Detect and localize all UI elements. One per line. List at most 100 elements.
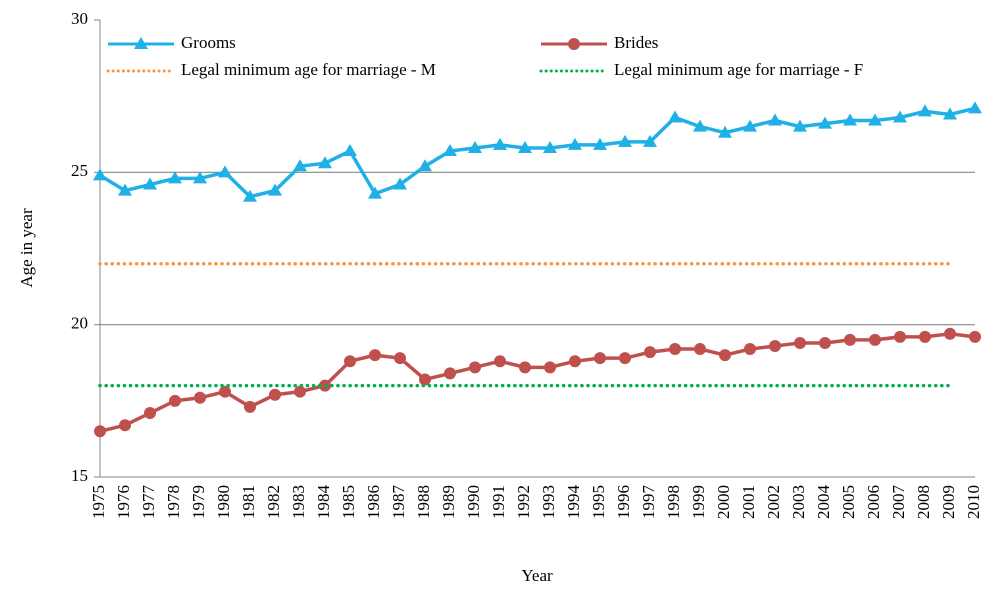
x-tick-label: 1983 [289, 485, 308, 519]
series-line [99, 106, 976, 199]
x-tick-label: 1993 [539, 485, 558, 519]
marker [268, 183, 282, 196]
marker [693, 119, 707, 132]
marker [843, 113, 857, 126]
marker [819, 336, 831, 349]
marker [744, 343, 756, 356]
marker [644, 346, 656, 359]
x-tick-label: 1989 [439, 485, 458, 519]
marker [269, 388, 281, 401]
marker [544, 361, 556, 374]
x-tick-label: 1985 [339, 485, 358, 519]
marker [869, 333, 881, 346]
legend-label: Grooms [181, 33, 236, 52]
marker [119, 419, 131, 432]
marker [244, 400, 256, 413]
marker [919, 330, 931, 343]
x-tick-label: 1991 [489, 485, 508, 519]
marker [694, 343, 706, 356]
marker [144, 407, 156, 420]
x-tick-label: 2006 [864, 485, 883, 519]
marker [668, 110, 682, 123]
marker [418, 159, 432, 172]
marker [569, 355, 581, 368]
marker [518, 140, 532, 153]
marker [743, 119, 757, 132]
y-tick-label: 15 [71, 466, 88, 485]
marker [493, 137, 507, 150]
x-tick-label: 1995 [589, 485, 608, 519]
y-tick-label: 25 [71, 161, 88, 180]
marker [594, 352, 606, 365]
marker [794, 336, 806, 349]
marker [868, 113, 882, 126]
x-tick-label: 1980 [214, 485, 233, 519]
marker [893, 110, 907, 123]
marker [219, 385, 231, 398]
marker [368, 186, 382, 199]
x-tick-label: 1999 [689, 485, 708, 519]
marker [243, 189, 257, 202]
marker [169, 394, 181, 407]
marker [468, 140, 482, 153]
x-tick-label: 1981 [239, 485, 258, 519]
marker [443, 144, 457, 157]
x-tick-label: 2000 [714, 485, 733, 519]
marker [918, 104, 932, 117]
marker [719, 349, 731, 362]
x-tick-label: 1996 [614, 485, 633, 519]
marker [593, 137, 607, 150]
x-tick-label: 1994 [564, 485, 583, 520]
marker [393, 177, 407, 190]
marker [968, 101, 982, 114]
x-axis-title: Year [521, 566, 553, 585]
marker [168, 171, 182, 184]
x-tick-label: 2007 [889, 485, 908, 520]
legend-label: Legal minimum age for marriage - F [614, 60, 863, 79]
marker [369, 349, 381, 362]
marker [969, 330, 981, 343]
marker [469, 361, 481, 374]
x-tick-label: 1998 [664, 485, 683, 519]
y-tick-label: 30 [71, 9, 88, 28]
x-tick-label: 1975 [89, 485, 108, 519]
series-line [99, 332, 976, 434]
marker [769, 339, 781, 352]
x-tick-label: 1976 [114, 485, 133, 519]
marker [944, 327, 956, 340]
marker [818, 116, 832, 129]
x-tick-label: 2008 [914, 485, 933, 519]
x-tick-label: 2009 [939, 485, 958, 519]
y-axis-title: Age in year [17, 208, 36, 288]
marker [643, 134, 657, 147]
marker [768, 113, 782, 126]
legend-marker [134, 37, 148, 49]
marker [844, 333, 856, 346]
marker [93, 168, 107, 181]
marker [318, 156, 332, 169]
marker [619, 352, 631, 365]
marker [343, 144, 357, 157]
marker [718, 125, 732, 138]
marker [543, 140, 557, 153]
marker [568, 137, 582, 150]
marker [943, 107, 957, 120]
x-tick-label: 2001 [739, 485, 758, 519]
marker [618, 134, 632, 147]
x-tick-label: 1977 [139, 485, 158, 520]
x-tick-label: 2010 [964, 485, 983, 519]
marker [218, 165, 232, 178]
legend-marker [568, 38, 580, 50]
marker [419, 373, 431, 386]
marker [193, 171, 207, 184]
marker [118, 183, 132, 196]
x-tick-label: 1992 [514, 485, 533, 519]
x-tick-label: 1987 [389, 485, 408, 520]
x-tick-label: 1988 [414, 485, 433, 519]
marker [294, 385, 306, 398]
x-tick-label: 2003 [789, 485, 808, 519]
marker [194, 391, 206, 404]
x-tick-label: 1990 [464, 485, 483, 519]
x-tick-label: 1986 [364, 485, 383, 519]
x-tick-label: 2004 [814, 485, 833, 520]
